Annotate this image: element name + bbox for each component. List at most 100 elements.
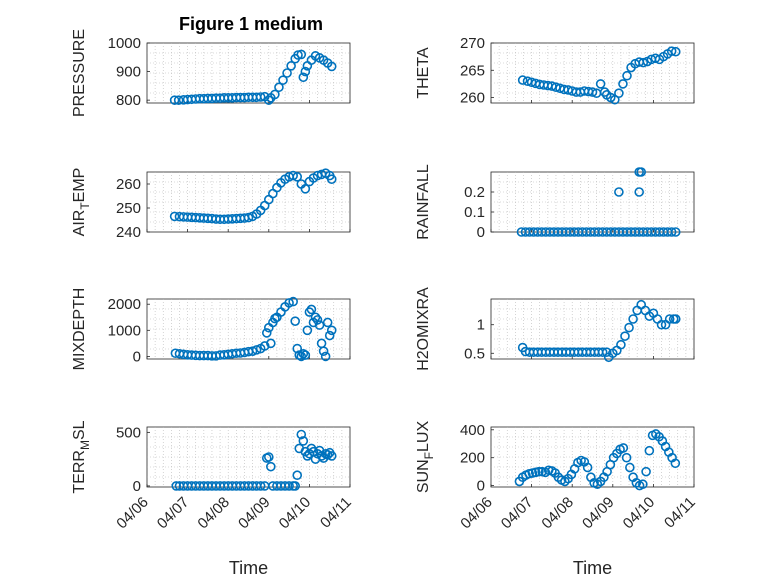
data-point — [624, 322, 634, 333]
series-markers — [169, 168, 337, 225]
data-point — [326, 174, 337, 184]
subplot-3: 240 250 260 AIRTEMP — [71, 168, 351, 241]
y-axis-label: H2OMIXRA — [415, 287, 432, 371]
data-point — [634, 187, 644, 197]
data-point — [255, 92, 266, 102]
grid-lines — [491, 172, 694, 232]
data-point — [517, 75, 528, 85]
data-point — [670, 458, 681, 469]
y-tick-label: 400 — [460, 422, 485, 439]
x-tick-label: 04/06 — [113, 494, 152, 533]
x-tick-label: 04/07 — [154, 494, 193, 533]
y-tick-label: 1000 — [108, 322, 141, 339]
data-point — [670, 46, 681, 57]
y-tick-label: 500 — [116, 424, 141, 441]
y-tick-label: 1 — [477, 317, 485, 334]
subplot-1: 800 900 1000 PRESSURE — [71, 29, 351, 117]
data-point — [169, 211, 180, 222]
data-point — [616, 339, 626, 350]
data-point — [310, 312, 321, 323]
data-point — [670, 314, 681, 324]
data-point — [614, 88, 624, 98]
data-point — [261, 328, 272, 338]
grid-lines — [147, 299, 350, 359]
data-point — [300, 350, 311, 360]
subplot-4: 0 0.1 0.2 RAINFALL — [415, 164, 695, 241]
data-point — [259, 341, 270, 351]
data-point — [290, 481, 300, 491]
data-point — [296, 429, 307, 440]
grid-lines — [491, 427, 694, 487]
data-point — [326, 61, 337, 72]
data-point — [666, 227, 677, 237]
y-tick-label: 0 — [133, 348, 141, 365]
data-point — [286, 61, 296, 71]
data-point — [294, 350, 305, 360]
data-point — [288, 170, 298, 181]
data-point — [664, 314, 675, 324]
data-point — [292, 343, 303, 354]
data-point — [599, 87, 610, 97]
grid-lines — [147, 172, 350, 232]
x-tick-label: 04/11 — [661, 494, 699, 532]
data-point — [298, 436, 309, 446]
data-point — [597, 347, 608, 357]
data-point — [270, 89, 280, 100]
data-point — [243, 212, 254, 223]
data-point — [255, 481, 266, 491]
data-point — [173, 95, 184, 105]
series-markers — [171, 429, 337, 491]
data-point — [622, 70, 632, 81]
y-axis-label: PRESSURE — [71, 29, 88, 117]
y-tick-label: 0 — [133, 478, 141, 495]
data-point — [641, 466, 651, 477]
data-point — [621, 452, 632, 463]
data-point — [595, 79, 606, 89]
data-point — [582, 462, 593, 473]
subplot-2: 260 265 270 THETA — [415, 35, 695, 107]
data-point — [326, 325, 337, 336]
series-markers — [516, 167, 681, 237]
x-tick-label: 04/09 — [579, 494, 618, 533]
data-point — [296, 351, 307, 362]
series-markers — [517, 46, 681, 105]
data-point — [306, 304, 317, 315]
y-tick-label: 270 — [460, 35, 485, 52]
data-point — [322, 317, 333, 328]
subplot-6: 0.5 1 H2OMIXRA — [415, 287, 695, 371]
data-point — [298, 348, 309, 359]
y-tick-label: 0.1 — [464, 204, 485, 221]
y-tick-label: 1000 — [108, 35, 141, 52]
y-tick-label: 260 — [116, 176, 141, 193]
grid-lines — [491, 299, 694, 359]
series-markers — [517, 299, 681, 363]
data-point — [638, 57, 649, 68]
data-point — [300, 66, 311, 77]
y-axis-label: RAINFALL — [415, 164, 432, 240]
data-point — [282, 68, 292, 78]
data-point — [288, 296, 298, 307]
series-markers — [514, 429, 681, 491]
data-point — [625, 462, 635, 473]
data-point — [251, 345, 262, 355]
x-tick-label: 04/08 — [194, 494, 233, 533]
y-tick-label: 0.2 — [464, 184, 485, 201]
data-point — [636, 167, 647, 177]
data-point — [247, 346, 258, 356]
y-axis-label: TERRMSL — [71, 420, 92, 493]
data-point — [322, 450, 333, 460]
data-point — [263, 452, 274, 462]
subplot-8: 0 200 400 04/06 04/07 04/08 04/09 04/10 04/11 Tim… — [415, 421, 699, 578]
data-point — [587, 87, 598, 97]
series-markers — [169, 49, 337, 105]
y-axis-label: THETA — [415, 47, 432, 99]
y-tick-label: 0.5 — [464, 345, 485, 362]
grid-lines — [147, 427, 350, 487]
data-point — [292, 172, 303, 182]
data-point — [300, 184, 311, 194]
x-tick-label: 04/07 — [498, 494, 537, 533]
y-tick-label: 2000 — [108, 296, 141, 313]
data-point — [304, 307, 315, 317]
y-tick-label: 265 — [460, 62, 485, 79]
